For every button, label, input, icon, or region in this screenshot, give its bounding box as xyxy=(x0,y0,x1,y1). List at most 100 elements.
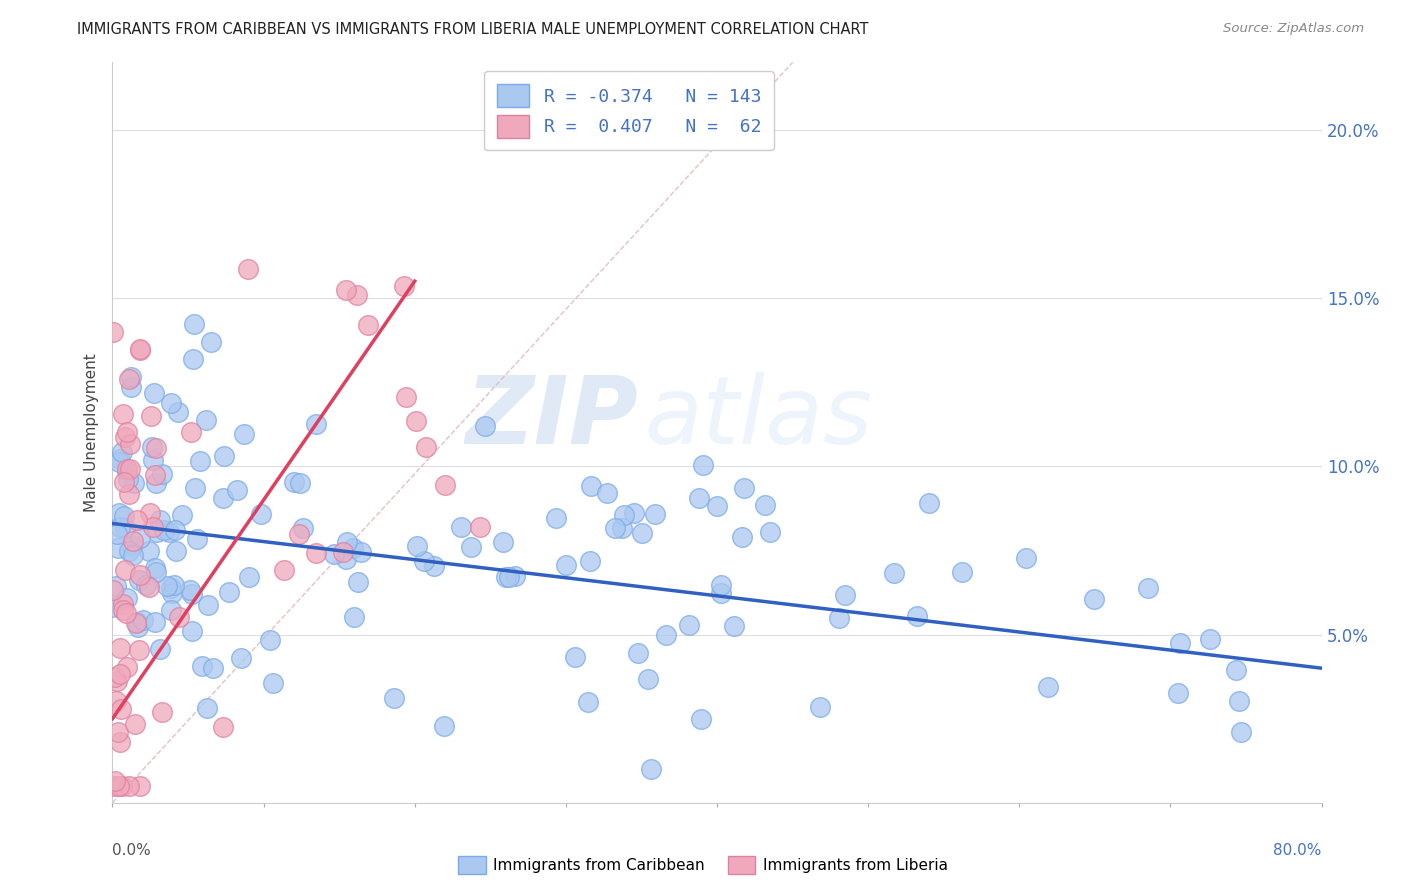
Point xyxy=(347,574,370,589)
Text: 0.0%: 0.0% xyxy=(112,843,152,858)
Point xyxy=(637,672,659,686)
Point xyxy=(128,642,150,657)
Point xyxy=(181,624,204,638)
Point xyxy=(122,548,145,562)
Point xyxy=(406,539,429,553)
Point xyxy=(110,735,132,749)
Point xyxy=(111,779,134,793)
Point xyxy=(127,512,149,526)
Point xyxy=(159,396,181,410)
Point xyxy=(101,583,124,598)
Point xyxy=(110,702,132,716)
Point xyxy=(1015,551,1038,566)
Point xyxy=(166,405,188,419)
Point xyxy=(834,589,856,603)
Point xyxy=(350,544,373,558)
Point xyxy=(108,641,131,656)
Point xyxy=(706,500,728,514)
Text: atlas: atlas xyxy=(644,372,873,463)
Point xyxy=(101,326,124,340)
Point xyxy=(655,627,678,641)
Point xyxy=(150,467,173,482)
Point xyxy=(167,610,190,624)
Point xyxy=(415,440,437,454)
Point xyxy=(138,580,160,594)
Point xyxy=(120,369,142,384)
Point xyxy=(555,558,578,572)
Point xyxy=(121,539,143,553)
Point xyxy=(184,481,207,495)
Point xyxy=(640,762,662,776)
Point xyxy=(118,779,141,793)
Point xyxy=(690,712,713,726)
Point xyxy=(283,475,305,489)
Point xyxy=(143,561,166,575)
Point xyxy=(905,608,928,623)
Point xyxy=(883,566,905,580)
Point xyxy=(468,520,491,534)
Point xyxy=(332,545,354,559)
Point xyxy=(111,445,134,459)
Point xyxy=(630,526,652,541)
Point xyxy=(710,585,733,599)
Point xyxy=(127,620,149,634)
Point xyxy=(1199,632,1222,646)
Point xyxy=(231,651,253,665)
Point xyxy=(117,472,139,486)
Point xyxy=(1137,581,1160,595)
Point xyxy=(128,573,150,587)
Point xyxy=(828,611,851,625)
Point xyxy=(1167,686,1189,700)
Point xyxy=(142,385,165,400)
Point xyxy=(159,525,181,540)
Point xyxy=(115,659,138,673)
Point xyxy=(1229,724,1251,739)
Point xyxy=(145,475,167,490)
Point xyxy=(692,458,714,472)
Point xyxy=(145,442,167,456)
Point xyxy=(114,563,136,577)
Point xyxy=(104,670,127,684)
Point xyxy=(335,283,357,297)
Point xyxy=(434,478,457,492)
Point xyxy=(596,486,619,500)
Point xyxy=(149,642,172,657)
Point xyxy=(122,476,145,491)
Point xyxy=(111,597,134,611)
Point xyxy=(107,541,129,555)
Point xyxy=(153,523,176,537)
Point xyxy=(238,570,260,584)
Point xyxy=(754,498,776,512)
Point xyxy=(1083,591,1105,606)
Point xyxy=(1227,694,1250,708)
Point xyxy=(115,461,138,475)
Point xyxy=(107,724,129,739)
Point xyxy=(139,506,162,520)
Point xyxy=(180,425,202,439)
Point xyxy=(129,531,152,545)
Point xyxy=(163,578,186,592)
Point xyxy=(623,506,645,520)
Point xyxy=(579,554,602,568)
Point xyxy=(460,540,482,554)
Legend: R = -0.374   N = 143, R =  0.407   N =  62: R = -0.374 N = 143, R = 0.407 N = 62 xyxy=(484,71,773,151)
Point xyxy=(1038,680,1060,694)
Point xyxy=(165,543,187,558)
Point xyxy=(142,520,165,534)
Point xyxy=(918,496,941,510)
Point xyxy=(138,543,160,558)
Point xyxy=(610,520,633,534)
Point xyxy=(120,380,142,394)
Point xyxy=(262,675,284,690)
Point xyxy=(120,462,142,476)
Point xyxy=(181,587,204,601)
Point xyxy=(211,491,233,505)
Point xyxy=(170,508,193,523)
Point xyxy=(104,774,127,789)
Point xyxy=(323,547,346,561)
Point xyxy=(121,534,143,549)
Point xyxy=(211,721,233,735)
Point xyxy=(115,464,138,478)
Point xyxy=(105,693,128,707)
Point xyxy=(195,701,218,715)
